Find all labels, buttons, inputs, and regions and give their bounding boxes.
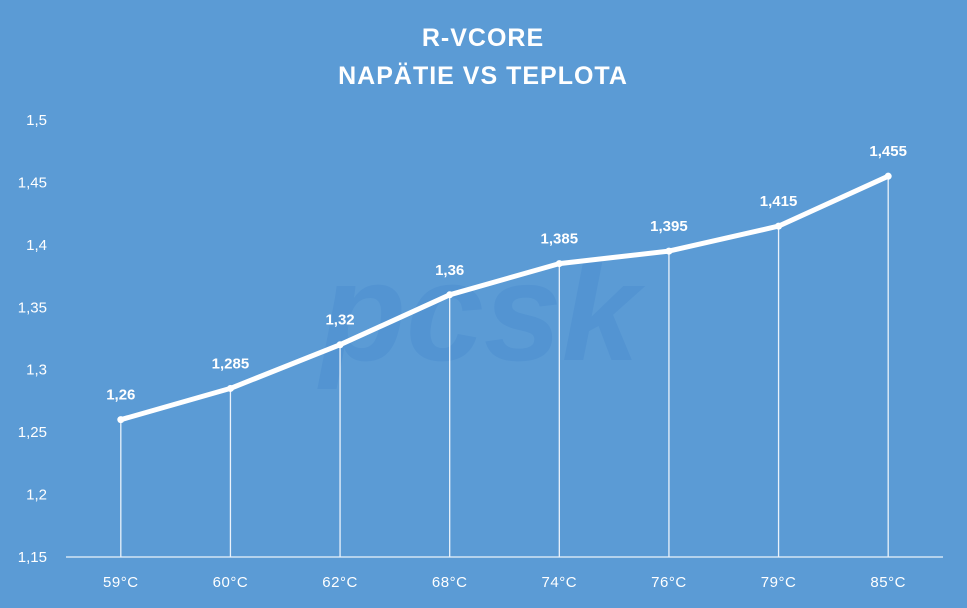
y-axis: 1,15 1,2 1,25 1,3 1,35 1,4 1,45 1,5 (18, 112, 47, 566)
data-point (446, 291, 454, 299)
x-tick-label: 76°C (651, 574, 687, 591)
x-tick-label: 60°C (213, 574, 249, 591)
data-point (226, 384, 234, 392)
watermark-logo: pcsk (316, 233, 645, 390)
x-axis: 59°C 60°C 62°C 68°C 74°C 76°C 79°C 85°C (103, 574, 906, 591)
data-point (775, 222, 783, 230)
drop-lines (120, 176, 889, 557)
data-label: 1,26 (106, 387, 135, 404)
x-tick-label: 68°C (432, 574, 468, 591)
y-tick-label: 1,25 (18, 424, 47, 441)
data-label: 1,32 (325, 312, 354, 329)
y-tick-label: 1,4 (26, 237, 47, 254)
x-tick-label: 74°C (542, 574, 578, 591)
x-tick-label: 79°C (761, 574, 797, 591)
chart-title: R-VCORE (422, 24, 544, 52)
data-point (336, 341, 344, 349)
data-labels: 1,26 1,285 1,32 1,36 1,385 1,395 1,415 1,455 (106, 143, 907, 403)
data-label: 1,36 (435, 262, 464, 279)
data-label: 1,455 (869, 143, 907, 160)
data-label: 1,415 (760, 193, 798, 210)
data-point (884, 172, 892, 180)
series-line (118, 173, 891, 423)
data-point (665, 247, 673, 255)
watermark-layer: pcsk (316, 233, 645, 390)
chart-subtitle: NAPÄTIE VS TEPLOTA (338, 62, 628, 90)
x-tick-label: 85°C (870, 574, 906, 591)
data-point (117, 416, 125, 424)
series-layer (117, 172, 892, 424)
y-tick-label: 1,45 (18, 174, 47, 191)
y-tick-label: 1,2 (26, 487, 47, 504)
data-label: 1,395 (650, 218, 688, 235)
data-label: 1,285 (212, 355, 250, 372)
y-tick-label: 1,3 (26, 362, 47, 379)
y-tick-label: 1,35 (18, 299, 47, 316)
x-tick-label: 59°C (103, 574, 139, 591)
data-point (555, 260, 563, 268)
y-tick-label: 1,15 (18, 549, 47, 566)
y-tick-label: 1,5 (26, 112, 47, 129)
x-tick-label: 62°C (322, 574, 358, 591)
data-label: 1,385 (541, 231, 579, 248)
